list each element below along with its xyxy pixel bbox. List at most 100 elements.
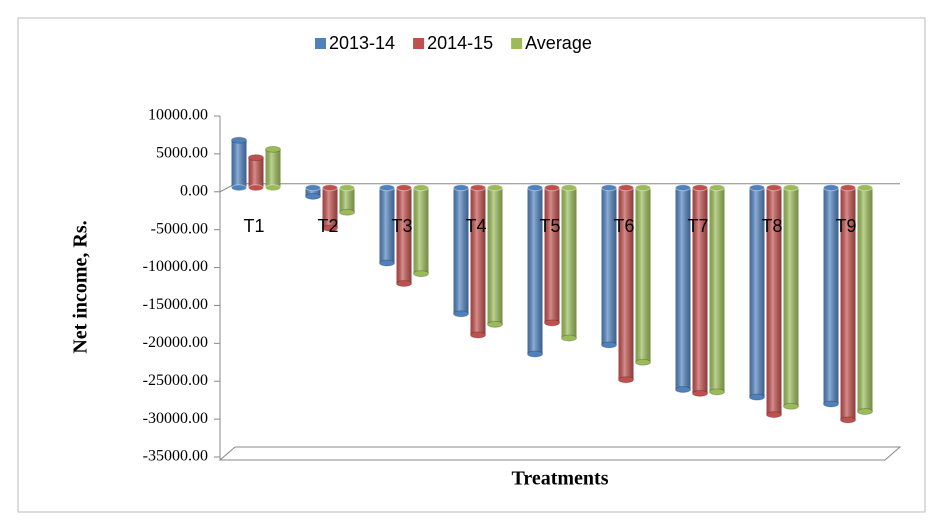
bar-shade xyxy=(766,187,782,415)
bar-cap xyxy=(453,184,469,192)
bar-cap xyxy=(749,393,765,401)
y-tick-label: -25000.00 xyxy=(143,372,208,389)
bar-cap xyxy=(379,184,395,192)
bar-cap xyxy=(618,184,634,192)
bar-cap xyxy=(783,402,799,410)
bar-cap xyxy=(248,184,264,192)
legend-swatch xyxy=(413,38,425,49)
bar-cap xyxy=(709,388,725,396)
y-tick-label: 5000.00 xyxy=(156,145,208,162)
bar-shade xyxy=(618,187,634,380)
bar-shade xyxy=(413,187,429,274)
x-tick-label: T6 xyxy=(613,216,634,236)
bar-cap xyxy=(413,270,429,278)
x-tick-label: T3 xyxy=(391,216,412,236)
bar-cap xyxy=(601,341,617,349)
bar-shade xyxy=(749,187,765,398)
bar-cap xyxy=(527,350,543,358)
bar-cap xyxy=(396,279,412,287)
legend-swatch xyxy=(315,38,326,49)
x-tick-label: T8 xyxy=(761,216,782,236)
bar-shade xyxy=(339,187,355,213)
bar-shade xyxy=(248,157,264,188)
y-tick-label: -5000.00 xyxy=(151,220,208,237)
bar-cap xyxy=(857,408,873,416)
bar-cap xyxy=(265,145,281,153)
bar-shade xyxy=(675,187,691,390)
bar-cap xyxy=(453,310,469,318)
bar-cap xyxy=(265,184,281,192)
legend-label: 2014-15 xyxy=(427,33,493,53)
x-tick-label: T1 xyxy=(243,216,264,236)
x-axis-title: Treatments xyxy=(511,468,608,490)
bar-cap xyxy=(709,184,725,192)
bar-cap xyxy=(544,319,560,327)
bar-shade xyxy=(322,187,338,229)
y-tick-label: 10000.00 xyxy=(148,107,208,124)
bar-cap xyxy=(339,208,355,216)
floor xyxy=(218,446,902,461)
bar-cap xyxy=(635,184,651,192)
y-tick-label: -10000.00 xyxy=(143,258,208,275)
bar-shade xyxy=(527,187,543,354)
bar-shade xyxy=(709,187,725,392)
bar-cap xyxy=(305,184,321,192)
bar-cap xyxy=(544,184,560,192)
x-tick-label: T7 xyxy=(687,216,708,236)
bar-cap xyxy=(635,358,651,366)
bar-cap xyxy=(231,184,247,192)
bar-shade xyxy=(487,187,503,325)
legend-label: Average xyxy=(525,33,592,53)
bar-cap xyxy=(618,376,634,384)
bar-cap xyxy=(823,184,839,192)
bar-cap xyxy=(305,192,321,200)
bar-shade xyxy=(231,140,247,188)
bar-cap xyxy=(470,184,486,192)
y-tick-label: -30000.00 xyxy=(143,410,208,427)
bar-shade xyxy=(783,187,799,407)
y-tick-label: -35000.00 xyxy=(143,448,208,465)
bar-cap xyxy=(248,154,264,162)
bar-shade xyxy=(379,187,395,264)
bar-cap xyxy=(692,184,708,192)
bar-cap xyxy=(840,416,856,424)
x-tick-label: T9 xyxy=(835,216,856,236)
bar-cap xyxy=(857,184,873,192)
bar-cap xyxy=(413,184,429,192)
bar-cap xyxy=(561,184,577,192)
legend-swatch xyxy=(511,38,523,49)
bar-shade xyxy=(635,187,651,363)
bar-cap xyxy=(749,184,765,192)
bar-cap xyxy=(692,389,708,397)
bar-shade xyxy=(823,187,839,404)
legend-label: 2013-14 xyxy=(329,33,395,53)
bar-shade xyxy=(470,187,486,335)
x-tick-label: T5 xyxy=(539,216,560,236)
bar-shade xyxy=(561,187,577,339)
y-tick-label: -15000.00 xyxy=(143,296,208,313)
bar-cap xyxy=(396,184,412,192)
bar-shade xyxy=(840,187,856,420)
bar-cap xyxy=(675,386,691,394)
bar-cap xyxy=(823,400,839,408)
bar-cap xyxy=(379,259,395,267)
bar-cap xyxy=(339,184,355,192)
bar-shade xyxy=(857,187,873,412)
bar-cap xyxy=(840,184,856,192)
bar-shade xyxy=(396,187,412,284)
x-tick-label: T4 xyxy=(465,216,486,236)
bar-shade xyxy=(305,187,321,197)
y-tick-label: -20000.00 xyxy=(143,334,208,351)
y-tick-label: 0.00 xyxy=(180,182,208,199)
bar-cap xyxy=(231,136,247,144)
y-axis-title: Net income, Rs. xyxy=(70,220,92,353)
bar-shade xyxy=(544,187,560,323)
bar-shade xyxy=(265,149,281,188)
bar-cap xyxy=(487,184,503,192)
bar-cap xyxy=(470,331,486,339)
bar-cap xyxy=(675,184,691,192)
bar-shade xyxy=(692,187,708,394)
bar-cap xyxy=(527,184,543,192)
bar-cap xyxy=(766,184,782,192)
